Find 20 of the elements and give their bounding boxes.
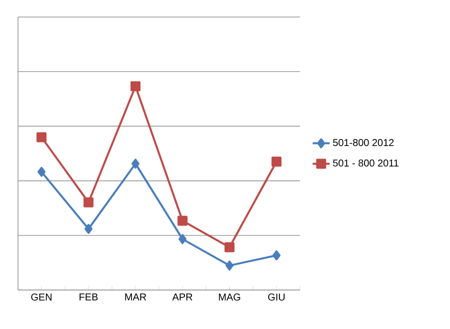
point — [226, 260, 234, 271]
point — [224, 242, 235, 252]
x-tick-label: MAG — [218, 294, 240, 301]
point — [84, 224, 93, 234]
x-tick-label: FEB — [80, 294, 98, 300]
x-tick-label: GIU — [268, 294, 285, 301]
point — [38, 166, 46, 177]
point — [132, 158, 140, 169]
point — [84, 197, 94, 208]
point — [130, 81, 141, 92]
x-tick-label: GEN — [31, 294, 52, 301]
legend-label: 501 - 800 2011 — [333, 159, 398, 167]
point — [178, 216, 188, 226]
point — [272, 250, 281, 260]
x-tick-label: APR — [172, 294, 192, 300]
x-tick-label: MAR — [125, 294, 146, 300]
point — [178, 234, 187, 244]
point — [272, 156, 282, 167]
point — [36, 132, 47, 142]
legend-label: 501-800 2012 — [333, 139, 394, 146]
